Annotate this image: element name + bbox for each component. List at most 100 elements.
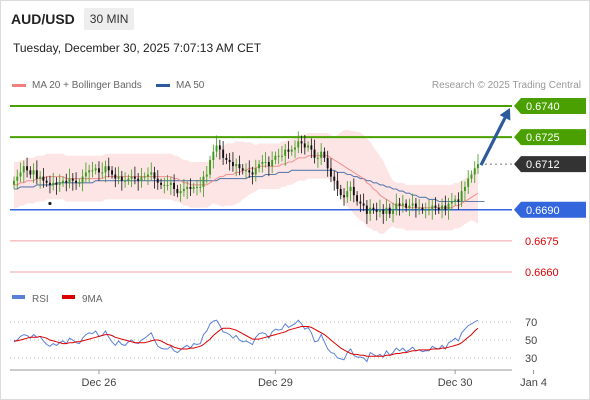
price-levels xyxy=(10,105,512,273)
candle-body xyxy=(42,176,45,181)
candle-body xyxy=(202,176,205,187)
level-tag-0.6712 xyxy=(514,156,586,173)
candle-body xyxy=(421,207,424,210)
candle-body xyxy=(326,157,329,169)
candle-body xyxy=(460,191,463,202)
candle-body xyxy=(65,180,68,183)
candle-body xyxy=(84,172,87,177)
candle-body xyxy=(130,176,133,179)
candle-body xyxy=(212,151,215,160)
candle-body xyxy=(336,180,339,189)
candle-body xyxy=(434,205,437,208)
candle-body xyxy=(153,172,156,179)
level-label-0.6660: 0.6660 xyxy=(525,267,559,279)
candle-body xyxy=(163,184,166,186)
candle-body xyxy=(117,176,120,179)
candle-body xyxy=(245,170,247,172)
candle-body xyxy=(254,168,257,175)
candle-body xyxy=(428,209,430,211)
candle-body xyxy=(450,201,453,204)
candle-body xyxy=(238,164,241,169)
candle-body xyxy=(441,205,443,210)
candle-body xyxy=(222,149,225,158)
candle-body xyxy=(124,180,126,182)
candle-body xyxy=(62,180,64,183)
ma20-label: MA 20 + Bollinger Bands xyxy=(32,80,142,91)
candle-body xyxy=(395,203,398,210)
candle-body xyxy=(13,180,15,185)
candle-body xyxy=(339,189,342,196)
candle-body xyxy=(215,145,218,152)
rsi-ma-swatch xyxy=(62,295,75,299)
candle-body xyxy=(372,207,375,210)
candle-body xyxy=(375,209,378,212)
candle-body xyxy=(274,155,277,160)
rsi-swatch xyxy=(12,295,25,299)
candle-body xyxy=(111,170,113,175)
candle-body xyxy=(297,141,300,148)
candle-body xyxy=(401,203,404,206)
candle-body xyxy=(179,191,182,194)
candle-body xyxy=(437,207,440,210)
candle-body xyxy=(133,176,136,179)
candle-body xyxy=(199,186,202,188)
rsi-tick-50: 50 xyxy=(525,335,537,347)
x-tick-label: Dec 26 xyxy=(82,377,117,389)
candle-body xyxy=(477,164,479,169)
candle-body xyxy=(431,205,434,210)
projection-arrow-head xyxy=(499,108,511,121)
level-labels: 0.6740 0.6725 0.6712 0.6690 0.6675 0.6660 xyxy=(514,98,586,279)
candle-body xyxy=(29,170,32,175)
candle-body xyxy=(411,203,414,206)
candle-body xyxy=(287,149,290,152)
candle-body xyxy=(140,176,143,181)
candle-body xyxy=(405,203,407,208)
candle-body xyxy=(290,149,293,152)
candle-body xyxy=(343,195,345,198)
candle-body xyxy=(104,166,107,173)
rsi-tick-30: 30 xyxy=(525,353,537,365)
ma50-swatch xyxy=(156,84,170,87)
candle-body xyxy=(107,166,110,171)
candle-body xyxy=(310,145,313,150)
candle-body xyxy=(147,174,149,177)
candle-body xyxy=(454,199,457,202)
candle-body xyxy=(232,162,234,167)
candle-body xyxy=(359,201,362,204)
candle-body xyxy=(294,147,296,150)
candle-body xyxy=(143,176,146,178)
candle-body xyxy=(385,207,388,214)
candle-body xyxy=(467,178,470,187)
candle-body xyxy=(473,168,476,175)
candle-body xyxy=(414,203,417,208)
candle-body xyxy=(258,164,260,169)
candle-body xyxy=(166,184,169,186)
candle-body xyxy=(39,176,42,179)
candle-body xyxy=(120,176,123,181)
candle-body xyxy=(137,178,140,181)
ma50-label: MA 50 xyxy=(176,80,205,91)
candles xyxy=(13,131,479,224)
candle-body xyxy=(81,176,84,183)
rsi-tick-70: 70 xyxy=(525,317,537,329)
candle-body xyxy=(379,209,381,212)
candle-body xyxy=(349,186,352,191)
x-tick-label: Jan 4 xyxy=(520,377,547,389)
candle-body xyxy=(323,151,326,158)
candle-body xyxy=(225,157,228,160)
legend-ma50: MA 50 xyxy=(156,80,204,91)
candle-body xyxy=(277,155,280,157)
candle-body xyxy=(52,182,55,185)
candle-body xyxy=(388,207,391,214)
timeframe-badge[interactable]: 30 MIN xyxy=(83,8,135,30)
candle-body xyxy=(19,172,22,177)
x-axis: Dec 26 Dec 29 Dec 30 Jan 4 xyxy=(10,369,547,389)
candle-body xyxy=(267,162,270,167)
level-label-0.6690: 0.6690 xyxy=(526,205,560,217)
candle-body xyxy=(369,207,372,214)
candle-body xyxy=(346,191,349,198)
instrument-title: AUD/USD xyxy=(11,11,75,27)
candle-body xyxy=(45,180,48,183)
chart-header: AUD/USD 30 MIN xyxy=(0,6,135,32)
